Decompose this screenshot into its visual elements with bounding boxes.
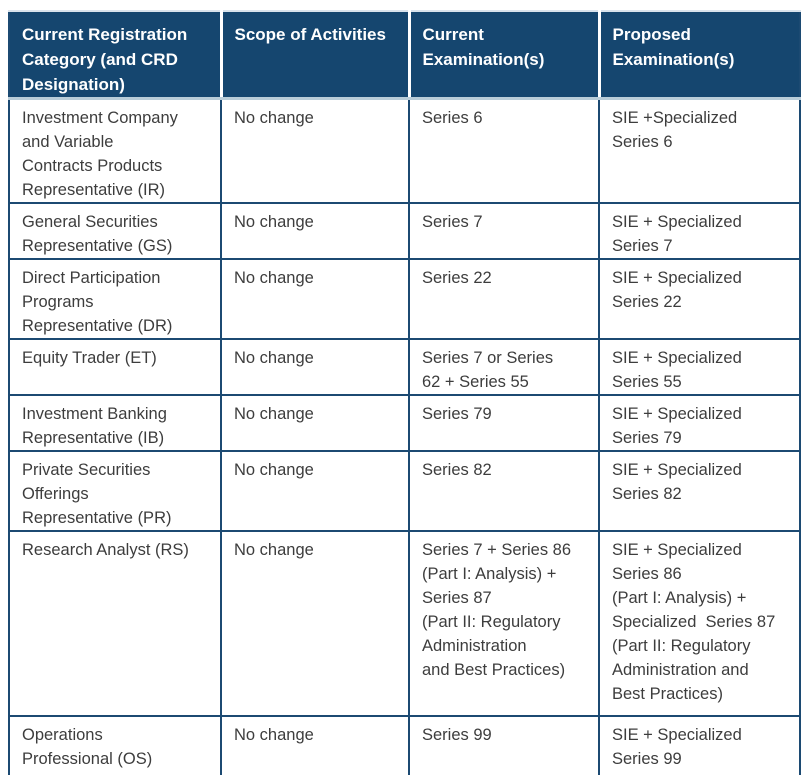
cell-proposed-exams: SIE + Specialized Series 7 <box>598 202 801 260</box>
table-row: Operations Professional (OS) No change S… <box>8 715 801 775</box>
cell-category: Direct Participation Programs Representa… <box>8 258 222 340</box>
header-cell-scope: Scope of Activities <box>219 10 409 100</box>
cell-scope: No change <box>220 338 410 396</box>
cell-scope: No change <box>220 530 410 717</box>
header-cell-proposed-exams: Proposed Examination(s) <box>597 10 800 100</box>
cell-proposed-exams: SIE + Specialized Series 79 <box>598 394 801 452</box>
table-row: Investment Company and Variable Contract… <box>8 97 801 204</box>
table-header-row: Current Registration Category (and CRD D… <box>9 10 800 100</box>
cell-proposed-exams: SIE + Specialized Series 99 <box>598 715 801 775</box>
cell-scope: No change <box>220 450 410 532</box>
header-cell-current-exams: Current Examination(s) <box>407 10 599 100</box>
registration-table: Current Registration Category (and CRD D… <box>8 10 801 775</box>
header-cell-category: Current Registration Category (and CRD D… <box>9 10 221 100</box>
cell-current-exams: Series 7 <box>408 202 600 260</box>
table-row: Research Analyst (RS) No change Series 7… <box>8 530 801 717</box>
cell-category: Investment Company and Variable Contract… <box>8 97 222 204</box>
cell-category: Research Analyst (RS) <box>8 530 222 717</box>
cell-current-exams: Series 7 + Series 86 (Part I: Analysis) … <box>408 530 600 717</box>
table-row: Equity Trader (ET) No change Series 7 or… <box>8 338 801 396</box>
cell-scope: No change <box>220 202 410 260</box>
cell-category: Equity Trader (ET) <box>8 338 222 396</box>
cell-scope: No change <box>220 97 410 204</box>
table-row: General Securities Representative (GS) N… <box>8 202 801 260</box>
cell-category: Investment Banking Representative (IB) <box>8 394 222 452</box>
cell-current-exams: Series 79 <box>408 394 600 452</box>
cell-proposed-exams: SIE + Specialized Series 55 <box>598 338 801 396</box>
table-row: Investment Banking Representative (IB) N… <box>8 394 801 452</box>
cell-category: Operations Professional (OS) <box>8 715 222 775</box>
cell-proposed-exams: SIE + Specialized Series 86 (Part I: Ana… <box>598 530 801 717</box>
cell-current-exams: Series 82 <box>408 450 600 532</box>
cell-current-exams: Series 7 or Series 62 + Series 55 <box>408 338 600 396</box>
cell-current-exams: Series 99 <box>408 715 600 775</box>
cell-current-exams: Series 22 <box>408 258 600 340</box>
cell-category: General Securities Representative (GS) <box>8 202 222 260</box>
cell-proposed-exams: SIE + Specialized Series 82 <box>598 450 801 532</box>
cell-scope: No change <box>220 715 410 775</box>
cell-category: Private Securities Offerings Representat… <box>8 450 222 532</box>
cell-proposed-exams: SIE + Specialized Series 22 <box>598 258 801 340</box>
cell-scope: No change <box>220 394 410 452</box>
table-row: Private Securities Offerings Representat… <box>8 450 801 532</box>
table-row: Direct Participation Programs Representa… <box>8 258 801 340</box>
cell-proposed-exams: SIE +Specialized Series 6 <box>598 97 801 204</box>
cell-scope: No change <box>220 258 410 340</box>
cell-current-exams: Series 6 <box>408 97 600 204</box>
